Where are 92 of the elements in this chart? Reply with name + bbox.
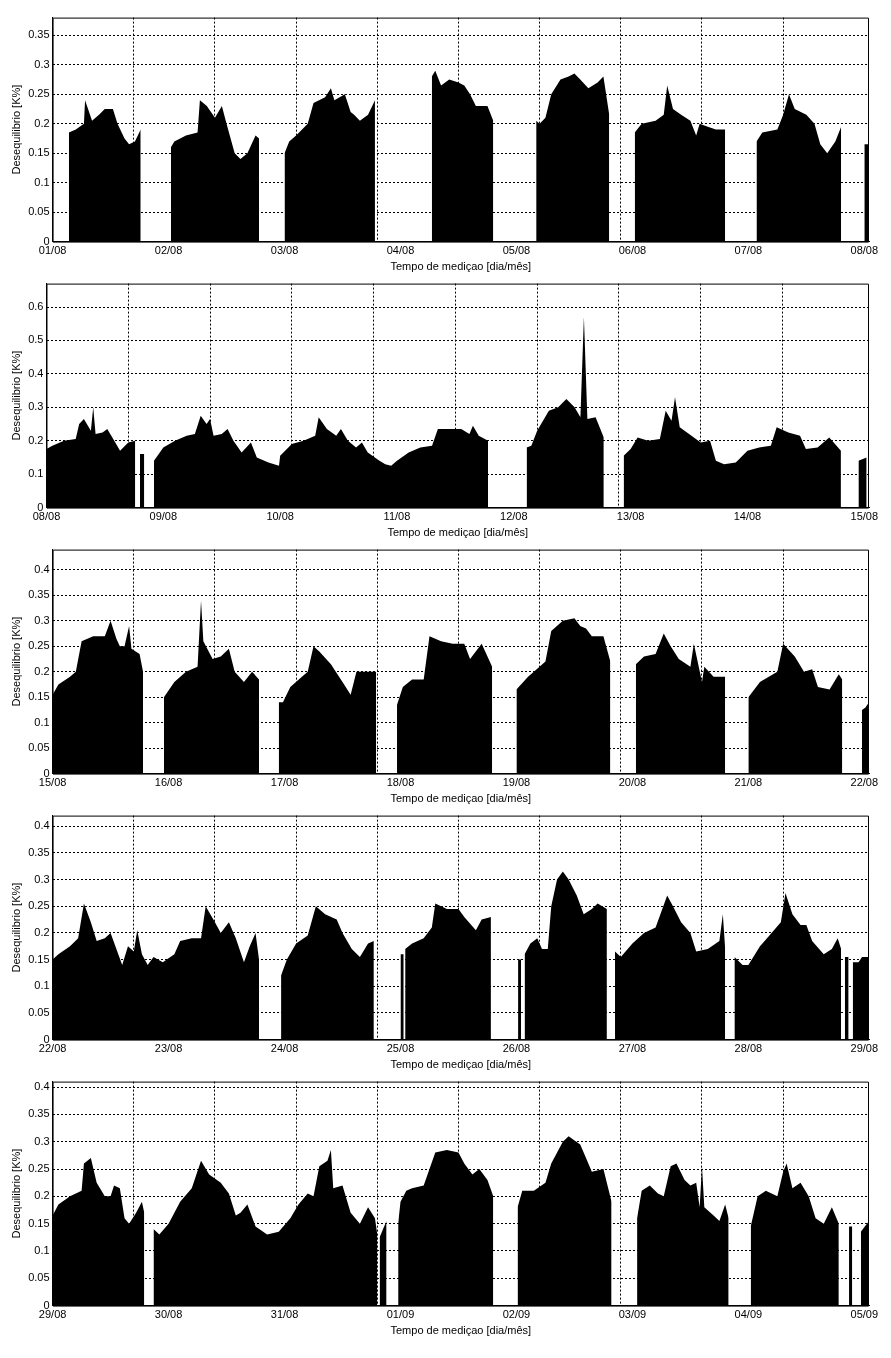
y-tick-label: 0.3 <box>28 400 44 413</box>
y-tick-label: 0.3 <box>34 57 50 70</box>
y-axis-title: Desequilibrio [K%] <box>9 1148 22 1239</box>
x-axis-title: Tempo de mediçao [dia/mês] <box>390 260 532 273</box>
y-tick-label: 0.6 <box>28 300 44 313</box>
x-axis-title: Tempo de mediçao [dia/mês] <box>390 1324 532 1337</box>
x-tick-label: 27/08 <box>618 1042 647 1055</box>
y-tick-label: 0 <box>43 1032 50 1045</box>
y-tick-label: 0 <box>37 500 44 513</box>
x-tick-label: 04/08 <box>386 244 415 257</box>
y-tick-label: 0.2 <box>28 433 44 446</box>
x-tick-label: 25/08 <box>386 1042 415 1055</box>
y-tick-label: 0.3 <box>34 1134 50 1147</box>
y-tick-label: 0.05 <box>28 1271 50 1284</box>
x-tick-label: 10/08 <box>266 510 294 523</box>
x-tick-label: 08/08 <box>32 510 61 523</box>
x-axis-title: Tempo de mediçao [dia/mês] <box>390 1058 532 1071</box>
x-tick-label: 18/08 <box>386 776 415 789</box>
x-tick-label: 03/08 <box>270 244 299 257</box>
x-tick-label: 02/08 <box>154 244 183 257</box>
y-tick-label: 0.1 <box>34 979 50 992</box>
y-tick-label: 0 <box>43 234 50 247</box>
x-tick-label: 02/09 <box>502 1308 531 1321</box>
x-tick-label: 01/08 <box>38 244 67 257</box>
y-tick-label: 0.3 <box>34 872 50 885</box>
x-tick-label: 06/08 <box>618 244 647 257</box>
x-tick-label: 15/08 <box>38 776 67 789</box>
y-tick-label: 0.15 <box>28 952 50 965</box>
x-tick-label: 20/08 <box>618 776 647 789</box>
y-tick-label: 0.5 <box>28 333 44 346</box>
y-axis-title: Desequilibrio [K%] <box>9 882 22 973</box>
x-tick-label: 04/09 <box>734 1308 763 1321</box>
y-tick-label: 0.4 <box>28 366 44 379</box>
x-tick-label: 12/08 <box>500 510 528 523</box>
y-tick-label: 0.35 <box>28 588 50 601</box>
x-axis-title: Tempo de mediçao [dia/mês] <box>387 526 529 539</box>
x-tick-label: 13/08 <box>616 510 645 523</box>
y-axis-title: Desequilibrio [K%] <box>9 84 22 175</box>
y-tick-label: 0.15 <box>28 146 50 159</box>
y-tick-label: 0.35 <box>28 28 50 41</box>
x-tick-label: 05/09 <box>850 1308 879 1321</box>
y-tick-label: 0.2 <box>34 664 50 677</box>
x-tick-label: 31/08 <box>270 1308 299 1321</box>
y-tick-label: 0.25 <box>28 639 50 652</box>
y-tick-label: 0.15 <box>28 1216 50 1229</box>
y-tick-label: 0.2 <box>34 925 50 938</box>
x-tick-label: 01/09 <box>386 1308 415 1321</box>
y-tick-label: 0.1 <box>34 1244 50 1256</box>
x-tick-label: 19/08 <box>502 776 531 789</box>
y-tick-label: 0.05 <box>28 205 50 218</box>
x-tick-label: 28/08 <box>734 1042 763 1055</box>
y-tick-label: 0.25 <box>28 87 50 100</box>
x-tick-label: 29/08 <box>850 1042 879 1055</box>
y-tick-label: 0.1 <box>28 467 44 480</box>
x-tick-label: 23/08 <box>154 1042 183 1055</box>
y-tick-label: 0 <box>43 766 50 779</box>
x-tick-label: 08/08 <box>850 244 879 257</box>
x-tick-label: 24/08 <box>270 1042 299 1055</box>
x-tick-label: 11/08 <box>383 510 411 523</box>
x-tick-label: 26/08 <box>502 1042 531 1055</box>
x-tick-label: 29/08 <box>38 1308 67 1321</box>
x-tick-label: 14/08 <box>733 510 762 523</box>
y-tick-label: 0.2 <box>34 1189 50 1202</box>
y-tick-label: 0.25 <box>28 899 50 912</box>
y-tick-label: 0 <box>43 1298 50 1311</box>
x-tick-label: 09/08 <box>149 510 178 523</box>
x-tick-label: 30/08 <box>154 1308 183 1321</box>
y-tick-label: 0.2 <box>34 116 50 129</box>
x-axis-title: Tempo de mediçao [dia/mês] <box>390 792 532 805</box>
x-tick-label: 07/08 <box>734 244 763 257</box>
y-tick-label: 0.4 <box>34 819 50 832</box>
x-tick-label: 16/08 <box>154 776 183 789</box>
x-tick-label: 05/08 <box>502 244 531 257</box>
x-tick-label: 03/09 <box>618 1308 647 1321</box>
y-tick-label: 0.15 <box>28 690 50 703</box>
y-tick-label: 0.1 <box>34 715 50 728</box>
y-tick-label: 0.4 <box>34 1080 50 1093</box>
y-tick-label: 0.05 <box>28 741 50 754</box>
x-tick-label: 17/08 <box>270 776 299 789</box>
y-tick-label: 0.35 <box>28 1107 50 1120</box>
y-tick-label: 0.1 <box>34 175 50 188</box>
y-axis-title: Desequilibrio [K%] <box>9 616 22 707</box>
y-axis-title: Desequilibrio [K%] <box>9 350 22 441</box>
y-tick-label: 0.4 <box>34 562 50 575</box>
y-tick-label: 0.05 <box>28 1005 50 1018</box>
y-tick-label: 0.3 <box>34 613 50 626</box>
x-tick-label: 22/08 <box>38 1042 67 1055</box>
x-tick-label: 22/08 <box>850 776 879 789</box>
y-tick-label: 0.25 <box>28 1162 50 1175</box>
x-tick-label: 21/08 <box>734 776 763 789</box>
x-tick-label: 15/08 <box>850 510 879 523</box>
y-tick-label: 0.35 <box>28 845 50 858</box>
